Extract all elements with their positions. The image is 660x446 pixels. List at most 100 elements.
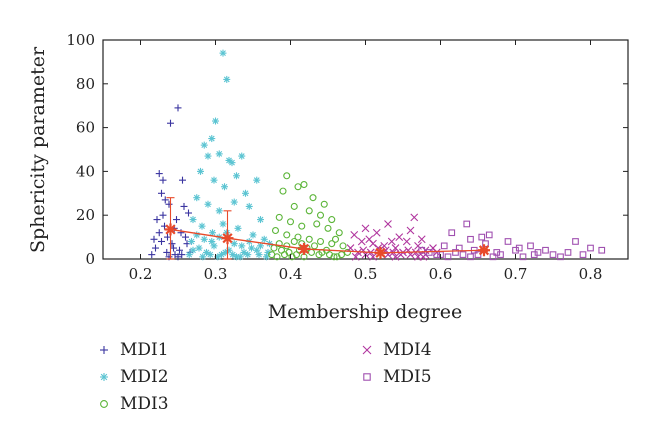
data-point: [380, 241, 389, 250]
data-point: [288, 253, 296, 261]
data-point: [176, 246, 183, 254]
data-point: [351, 252, 360, 261]
data-point: [208, 237, 216, 245]
data-point: [402, 237, 411, 246]
data-point: [219, 49, 227, 57]
data-point: [290, 237, 298, 246]
data-point: [173, 216, 180, 224]
mean-point: [298, 242, 310, 255]
legend-label: MDI1: [120, 340, 169, 360]
data-point: [493, 249, 501, 256]
data-point: [387, 237, 396, 246]
data-point: [174, 104, 182, 112]
data-point: [489, 253, 497, 261]
data-point: [497, 251, 504, 258]
data-point: [221, 183, 228, 191]
data-point: [527, 242, 534, 250]
legend-marker: [100, 400, 108, 408]
legend: MDI1 MDI2 MDI3 MDI4 MDI5: [100, 340, 432, 414]
data-point: [309, 194, 317, 202]
data-point: [598, 246, 606, 254]
legend-item-mdi1: MDI1: [100, 340, 169, 360]
data-point: [391, 244, 400, 252]
mean-point: [478, 244, 490, 257]
data-point: [228, 159, 236, 167]
data-point: [189, 246, 197, 254]
data-point: [419, 252, 428, 261]
data-point: [572, 238, 579, 245]
data-point: [357, 237, 366, 246]
data-point: [300, 181, 308, 189]
legend-label: MDI4: [383, 340, 432, 360]
series-mdi2: [185, 49, 273, 261]
mean-point: [221, 232, 234, 245]
data-point: [188, 237, 195, 245]
data-point: [328, 216, 336, 224]
data-point: [391, 252, 400, 261]
data-point: [331, 235, 340, 243]
data-point: [197, 167, 204, 175]
data-point: [459, 251, 467, 258]
data-point: [253, 176, 261, 184]
data-point: [159, 176, 167, 184]
data-point: [204, 152, 212, 160]
data-point: [158, 237, 165, 245]
data-point: [395, 233, 404, 241]
data-point: [361, 224, 370, 233]
legend-item-mdi5: MDI5: [363, 367, 432, 387]
data-point: [234, 224, 242, 232]
data-point: [534, 249, 542, 256]
data-point: [369, 252, 377, 261]
data-point: [161, 196, 169, 204]
data-point: [249, 231, 257, 239]
data-point: [283, 231, 291, 239]
data-point: [271, 227, 280, 235]
data-point: [260, 235, 268, 243]
data-point: [198, 222, 206, 230]
legend-marker: [100, 373, 108, 381]
series-mdi3: [268, 172, 352, 261]
data-point: [248, 244, 255, 252]
data-point: [343, 248, 352, 256]
legend-item-mdi4: MDI4: [362, 340, 432, 360]
data-point: [268, 251, 276, 259]
data-point: [212, 117, 219, 125]
data-point: [564, 249, 572, 256]
series-mean: [164, 197, 490, 260]
data-point: [298, 222, 306, 230]
data-point: [275, 213, 283, 221]
data-point: [200, 235, 208, 243]
data-point: [294, 233, 302, 241]
data-point: [440, 242, 448, 250]
data-point: [230, 240, 238, 248]
data-point: [346, 244, 355, 252]
x-tick-label: 0.4: [279, 265, 303, 283]
data-point: [335, 229, 343, 237]
y-tick-label: 20: [76, 206, 95, 224]
data-point: [280, 251, 289, 259]
x-tick-label: 0.7: [504, 265, 528, 283]
data-point: [208, 135, 216, 143]
data-point: [215, 207, 223, 215]
data-point: [204, 200, 212, 208]
data-point: [530, 251, 538, 258]
data-point: [504, 238, 512, 245]
axis-ticks: 0.2 0.3 0.4 0.5 0.6 0.7 0.8 0 20 40 60 80 100: [66, 31, 628, 283]
data-point: [244, 251, 252, 259]
data-point: [418, 246, 426, 254]
data-point: [163, 248, 171, 256]
data-point: [158, 189, 165, 197]
data-point: [189, 216, 197, 224]
data-point: [221, 248, 229, 256]
data-point: [164, 233, 171, 241]
data-point: [316, 237, 325, 246]
data-point: [238, 242, 246, 250]
data-point: [417, 235, 426, 244]
data-point: [199, 253, 207, 261]
data-point: [148, 251, 156, 259]
series-mdi5: [418, 220, 606, 261]
data-point: [579, 251, 587, 258]
data-point: [549, 251, 557, 258]
legend-item-mdi3: MDI3: [100, 394, 169, 414]
